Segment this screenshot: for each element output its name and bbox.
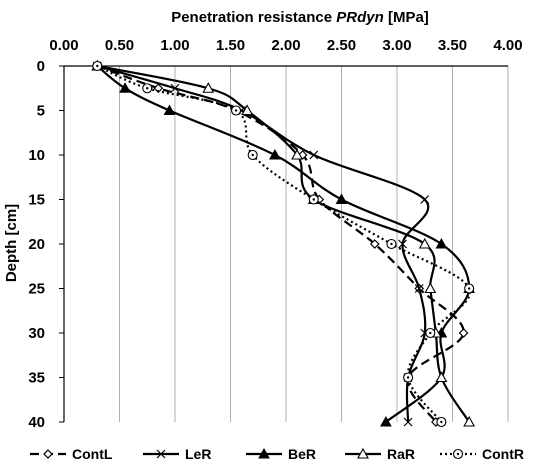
data-point-circle-center	[440, 420, 443, 424]
data-point-circle-center	[251, 153, 254, 157]
x-tick-labels: 0.00 0.50 1.00 1.50 2.00 2.50 3.00 3.50 4.00	[49, 37, 522, 54]
data-point-circle	[386, 238, 397, 250]
data-point-triangle-open	[435, 371, 448, 383]
x-tick-label: 3.50	[438, 37, 467, 54]
data-point-triangle-open	[424, 282, 437, 294]
legend-item-contr: ContR	[440, 446, 524, 462]
legend: ContL LeR BeR RaR ContR	[30, 446, 524, 462]
data-point-circle-center	[234, 109, 238, 112]
data-point-triangle-filled	[269, 148, 281, 160]
data-point-diamond	[369, 239, 380, 249]
series-rar	[91, 59, 476, 427]
data-point-diamond	[458, 328, 469, 338]
x-tick-label: 3.00	[382, 37, 411, 54]
y-tick-label: 20	[28, 236, 45, 253]
y-tick-label: 15	[28, 192, 45, 209]
data-point-circle-center	[390, 242, 393, 246]
legend-item-rar: RaR	[345, 446, 415, 462]
x-axis-title-prefix: Penetration resistance	[171, 9, 336, 26]
data-point-triangle-filled	[335, 193, 348, 204]
data-point-triangle-open	[291, 148, 304, 160]
y-tick-label: 30	[28, 325, 45, 342]
data-point-circle-center	[456, 452, 460, 456]
x-tick-label: 2.00	[271, 37, 300, 54]
legend-label: RaR	[387, 446, 415, 462]
data-point-triangle-open	[202, 82, 215, 93]
legend-label: ContR	[482, 446, 524, 462]
legend-label: ContL	[72, 446, 113, 462]
data-point-circle	[464, 283, 475, 294]
y-tick-label: 5	[37, 103, 45, 120]
data-point-circle-center	[429, 331, 432, 335]
legend-item-ber: BeR	[246, 446, 316, 462]
data-point-circle	[308, 194, 319, 205]
data-point-triangle-open	[357, 447, 369, 459]
data-point-circle	[142, 83, 153, 94]
legend-item-ler: LeR	[143, 446, 211, 462]
data-point-triangle-open	[241, 104, 254, 116]
y-tick-label: 25	[28, 281, 45, 298]
data-point-x	[170, 83, 180, 93]
data-point-circle-center	[406, 376, 410, 379]
data-point-x	[403, 417, 413, 427]
data-point-triangle-filled	[380, 415, 392, 427]
data-point-circle	[403, 372, 414, 383]
data-point-triangle-filled	[435, 237, 448, 249]
x-axis-title-unit: [MPa]	[384, 9, 429, 26]
legend-label: LeR	[185, 446, 211, 462]
data-point-circle-center	[312, 198, 315, 201]
legend-label: BeR	[288, 446, 316, 462]
x-tick-label: 0.00	[49, 37, 78, 54]
x-tick-label: 2.50	[327, 37, 356, 54]
data-point-circle-center	[467, 287, 471, 290]
series-group	[91, 59, 476, 428]
data-point-circle	[92, 60, 103, 72]
series-contr	[92, 60, 475, 428]
x-axis-title: Penetration resistance PRdyn [MPa]	[171, 9, 429, 26]
data-point-x	[309, 150, 319, 160]
data-point-x	[414, 284, 424, 293]
series-ber	[91, 59, 475, 427]
data-point-triangle-filled	[119, 82, 131, 93]
x-tick-label: 0.50	[105, 37, 134, 54]
data-point-circle	[452, 448, 464, 460]
y-tick-label: 40	[28, 414, 45, 431]
series-contl	[92, 61, 469, 427]
x-tick-label: 1.50	[216, 37, 245, 54]
data-point-x	[420, 195, 430, 204]
series-line	[96, 64, 471, 423]
series-line	[97, 64, 471, 423]
series-line	[96, 64, 465, 423]
x-axis-title-italic: PRdyn	[336, 9, 384, 26]
data-point-triangle-open	[418, 237, 431, 249]
data-point-circle	[247, 149, 258, 161]
data-point-x	[156, 449, 166, 459]
data-point-circle	[425, 327, 436, 339]
series-line	[96, 65, 471, 423]
data-point-diamond	[43, 449, 53, 459]
y-tick-label: 0	[37, 58, 45, 75]
data-point-triangle-open	[463, 415, 476, 427]
y-tick-label: 10	[28, 147, 45, 164]
data-point-triangle-filled	[258, 447, 270, 459]
data-point-x	[398, 239, 407, 249]
data-point-circle	[436, 416, 447, 428]
legend-item-contl: ContL	[30, 446, 113, 462]
x-tick-label: 4.00	[493, 37, 522, 54]
x-tick-label: 1.00	[160, 37, 189, 54]
y-tick-label: 35	[28, 370, 45, 387]
data-point-circle-center	[96, 64, 99, 68]
grid-lines	[63, 66, 509, 422]
data-point-circle-center	[146, 87, 149, 90]
y-tick-labels: 0 5 10 15 20 25 30 35 40	[28, 58, 64, 431]
y-axis-title: Depth [cm]	[3, 204, 20, 282]
data-point-circle	[231, 105, 242, 116]
data-point-triangle-filled	[163, 104, 176, 115]
